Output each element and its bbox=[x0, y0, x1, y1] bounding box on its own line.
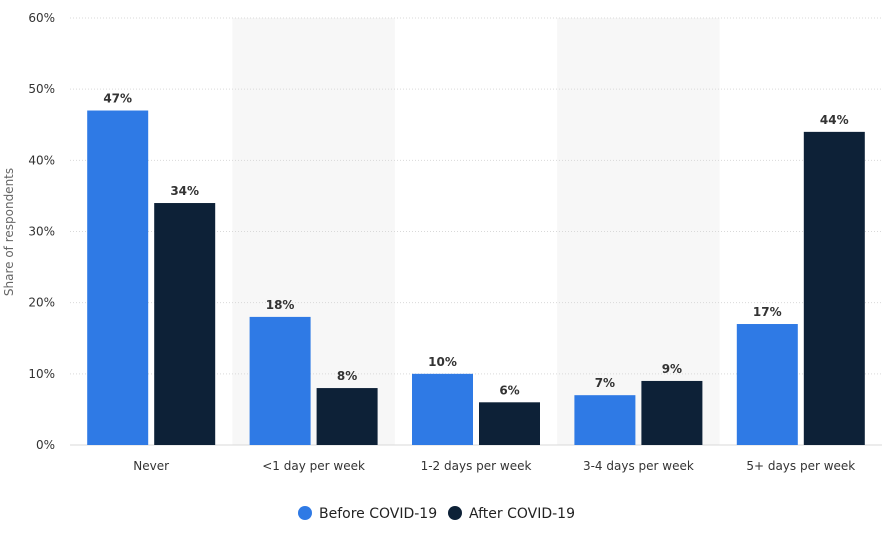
x-axis-ticks: Never <1 day per week 1-2 days per week 3-4… bbox=[133, 459, 855, 473]
bar bbox=[87, 110, 149, 446]
y-tick-label: 50% bbox=[28, 82, 55, 96]
bar bbox=[574, 395, 636, 445]
y-tick-label: 0% bbox=[36, 438, 55, 452]
bar bbox=[154, 203, 216, 445]
category-band bbox=[557, 18, 720, 445]
data-label: 17% bbox=[753, 305, 782, 319]
legend-item[interactable]: Before COVID-19 bbox=[298, 506, 437, 522]
data-label: 44% bbox=[820, 113, 849, 127]
data-labels: 47% 18% 10% 7% 17% 34% 8% 6% 9% 44% bbox=[103, 92, 848, 398]
y-axis-label: Share of respondents bbox=[2, 168, 16, 296]
data-label: 8% bbox=[337, 369, 357, 383]
y-axis-ticks: 0% 10% 20% 30% 40% 50% 60% bbox=[28, 11, 55, 452]
data-label: 7% bbox=[595, 376, 615, 390]
x-tick-label: Never bbox=[133, 459, 169, 473]
bar bbox=[736, 324, 798, 445]
bar bbox=[249, 316, 311, 445]
legend-item[interactable]: After COVID-19 bbox=[448, 506, 575, 522]
y-tick-label: 30% bbox=[28, 225, 55, 239]
data-label: 34% bbox=[170, 184, 199, 198]
data-label: 6% bbox=[499, 383, 519, 397]
x-tick-label: 3-4 days per week bbox=[583, 459, 694, 473]
data-label: 9% bbox=[662, 362, 682, 376]
data-label: 47% bbox=[103, 92, 132, 106]
x-tick-label: 1-2 days per week bbox=[421, 459, 532, 473]
data-label: 18% bbox=[266, 298, 295, 312]
legend-marker bbox=[298, 506, 312, 520]
bar bbox=[641, 380, 703, 445]
legend-label: After COVID-19 bbox=[469, 506, 575, 522]
bars bbox=[87, 110, 865, 446]
data-label: 10% bbox=[428, 355, 457, 369]
bar bbox=[316, 388, 378, 445]
x-tick-label: <1 day per week bbox=[262, 459, 365, 473]
y-tick-label: 20% bbox=[28, 296, 55, 310]
bar bbox=[479, 402, 540, 445]
bar bbox=[412, 373, 473, 445]
legend: Before COVID-19 After COVID-19 bbox=[298, 506, 575, 522]
legend-label: Before COVID-19 bbox=[319, 506, 437, 522]
bar bbox=[803, 131, 865, 445]
y-tick-label: 60% bbox=[28, 11, 55, 25]
x-tick-label: 5+ days per week bbox=[746, 459, 855, 473]
y-tick-label: 10% bbox=[28, 367, 55, 381]
y-tick-label: 40% bbox=[28, 153, 55, 167]
legend-marker bbox=[448, 506, 462, 520]
